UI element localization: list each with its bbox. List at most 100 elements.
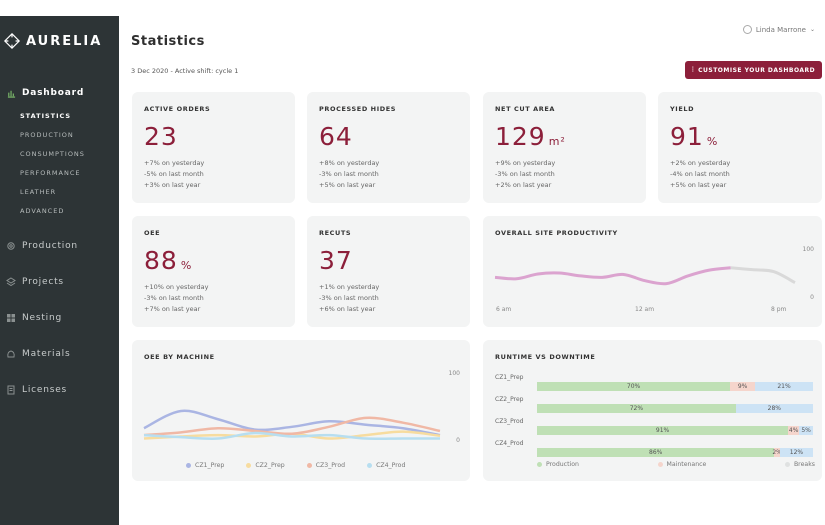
stat-line: -3% on last month — [319, 170, 379, 178]
card-title: OVERALL SITE PRODUCTIVITY — [495, 229, 618, 237]
document-icon — [6, 385, 16, 395]
sidebar-sub-performance[interactable]: PERFORMANCE — [20, 169, 81, 177]
sidebar-item-label: Projects — [22, 277, 64, 287]
row-label: CZ4_Prod — [495, 440, 524, 447]
sidebar-item-materials[interactable]: Materials — [6, 349, 70, 359]
kpi-unit: % — [706, 135, 719, 148]
customise-label: CUSTOMISE YOUR DASHBOARD — [698, 66, 816, 74]
gear-icon — [6, 241, 16, 251]
chevron-down-icon: ⌄ — [809, 26, 815, 33]
series-line-cz3-prod — [143, 416, 441, 437]
sidebar-item-dashboard[interactable]: Dashboard — [6, 88, 84, 98]
kpi-value: 129 m² — [495, 122, 566, 151]
kpi-value: 88% — [144, 246, 192, 275]
legend-label: CZ3_Prod — [315, 462, 346, 469]
sidebar-sub-consumptions[interactable]: CONSUMPTIONS — [20, 150, 85, 158]
card-title: OEE BY MACHINE — [144, 353, 215, 361]
breaks-segment[interactable]: 5% — [799, 426, 813, 435]
runtime-row: CZ2_Prep 72% 28% — [495, 396, 813, 416]
logo-icon — [3, 32, 21, 50]
stat-line: -4% on last month — [670, 170, 730, 178]
production-segment[interactable]: 70% — [537, 382, 731, 391]
card-title: PROCESSED HIDES — [319, 105, 397, 113]
legend-dot — [306, 463, 312, 468]
sidebar-sub-advanced[interactable]: ADVANCED — [20, 207, 65, 215]
kpi-card-net-cut-area: NET CUT AREA 129 m² +9% on yesterday -3% … — [483, 92, 646, 203]
customise-dashboard-button[interactable]: ⫶ CUSTOMISE YOUR DASHBOARD — [685, 61, 822, 79]
sidebar-item-projects[interactable]: Projects — [6, 277, 64, 287]
legend-item[interactable]: CZ1_Prep — [186, 462, 224, 469]
kpi-card-recuts: RECUTS 37 +1% on yesterday -3% on last m… — [307, 216, 470, 327]
bar-chart-icon — [6, 88, 16, 98]
legend-item[interactable]: CZ4_Prod — [367, 462, 405, 469]
legend-item[interactable]: CZ2_Prep — [246, 462, 285, 469]
stacked-bar: 70% 9% 21% — [537, 382, 813, 391]
kpi-number: 129 — [495, 122, 546, 151]
legend-label: CZ1_Prep — [195, 462, 225, 469]
maintenance-segment[interactable]: 4% — [788, 426, 800, 435]
series-line-cz4-prod — [143, 431, 440, 441]
legend-dot — [537, 462, 542, 467]
sidebar-sub-leather[interactable]: LEATHER — [20, 188, 57, 196]
kpi-stats: +2% on yesterday -4% on last month +5% o… — [670, 158, 730, 191]
productivity-chart — [494, 266, 796, 286]
runtime-card: RUNTIME VS DOWNTIME CZ1_Prep 70% 9% 21% CZ2_… — [483, 340, 822, 481]
kpi-card-processed-hides: PROCESSED HIDES 64 +8% on yesterday -3% … — [307, 92, 470, 203]
runtime-row: CZ4_Prod 86% 2% 12% — [495, 440, 813, 460]
sidebar-item-nesting[interactable]: Nesting — [6, 313, 62, 323]
app-name: AURELIA — [26, 33, 103, 49]
card-title: RUNTIME VS DOWNTIME — [495, 353, 596, 361]
legend-dot — [367, 463, 373, 468]
user-name: Linda Marrone — [755, 25, 806, 34]
sidebar-item-licenses[interactable]: Licenses — [6, 385, 67, 395]
stat-line: +5% on last year — [670, 181, 727, 189]
kpi-number: 23 — [144, 122, 178, 151]
breaks-segment[interactable]: 12% — [779, 448, 813, 457]
runtime-row: CZ1_Prep 70% 9% 21% — [495, 374, 813, 394]
stat-line: +7% on last year — [144, 305, 201, 313]
legend-item[interactable]: CZ3_Prod — [306, 462, 346, 469]
production-segment[interactable]: 86% — [537, 448, 775, 457]
logo[interactable]: AURELIA — [3, 32, 102, 50]
maintenance-segment[interactable]: 2% — [772, 448, 782, 457]
productivity-line-forecast — [730, 266, 796, 284]
chart-legend: CZ1_Prep CZ2_Prep CZ3_Prod CZ4_Prod — [186, 462, 405, 469]
maintenance-segment[interactable]: 9% — [730, 382, 756, 391]
sidebar: AURELIA Dashboard STATISTICS PRODUCTION … — [0, 16, 119, 525]
user-menu[interactable]: Linda Marrone ⌄ — [742, 25, 815, 34]
breaks-segment[interactable]: 21% — [755, 382, 813, 391]
user-icon — [742, 25, 752, 34]
sidebar-sub-statistics[interactable]: STATISTICS — [20, 112, 72, 120]
sidebar-sub-production[interactable]: PRODUCTION — [20, 131, 74, 139]
kpi-card-active-orders: ACTIVE ORDERS 23 +7% on yesterday -5% on… — [132, 92, 295, 203]
card-title: ACTIVE ORDERS — [144, 105, 211, 113]
productivity-line-actual — [494, 266, 731, 286]
stat-line: -5% on last month — [144, 170, 204, 178]
sidebar-item-label: Materials — [22, 349, 71, 359]
card-title: NET CUT AREA — [495, 105, 556, 113]
runtime-row: CZ3_Prod 91% 4% 5% — [495, 418, 813, 438]
stat-line: +6% on last year — [319, 305, 376, 313]
x-tick-label: 8 pm — [771, 306, 787, 313]
legend-label: CZ4_Prod — [376, 462, 406, 469]
kpi-stats: +1% on yesterday -3% on last month +6% o… — [319, 282, 379, 315]
legend-item[interactable]: Production — [537, 461, 579, 468]
sidebar-item-label: Nesting — [22, 313, 63, 323]
legend-item[interactable]: Breaks — [784, 461, 815, 468]
layers-icon — [6, 277, 16, 287]
production-segment[interactable]: 91% — [537, 426, 789, 435]
sidebar-item-label: Production — [22, 241, 78, 251]
legend-dot — [186, 463, 191, 468]
legend-item[interactable]: Maintenance — [657, 461, 706, 468]
sidebar-item-label: Licenses — [22, 385, 68, 395]
sidebar-item-production[interactable]: Production — [6, 241, 78, 251]
x-tick-label: 12 am — [635, 306, 655, 313]
page-title: Statistics — [131, 34, 205, 49]
breaks-segment[interactable]: 28% — [735, 404, 813, 413]
production-segment[interactable]: 72% — [537, 404, 736, 413]
kpi-card-yield: YIELD 91% +2% on yesterday -4% on last m… — [658, 92, 822, 203]
stat-line: -3% on last month — [495, 170, 555, 178]
row-label: CZ1_Prep — [495, 374, 524, 381]
y-max-label: 100 — [448, 370, 460, 377]
row-label: CZ2_Prep — [495, 396, 524, 403]
